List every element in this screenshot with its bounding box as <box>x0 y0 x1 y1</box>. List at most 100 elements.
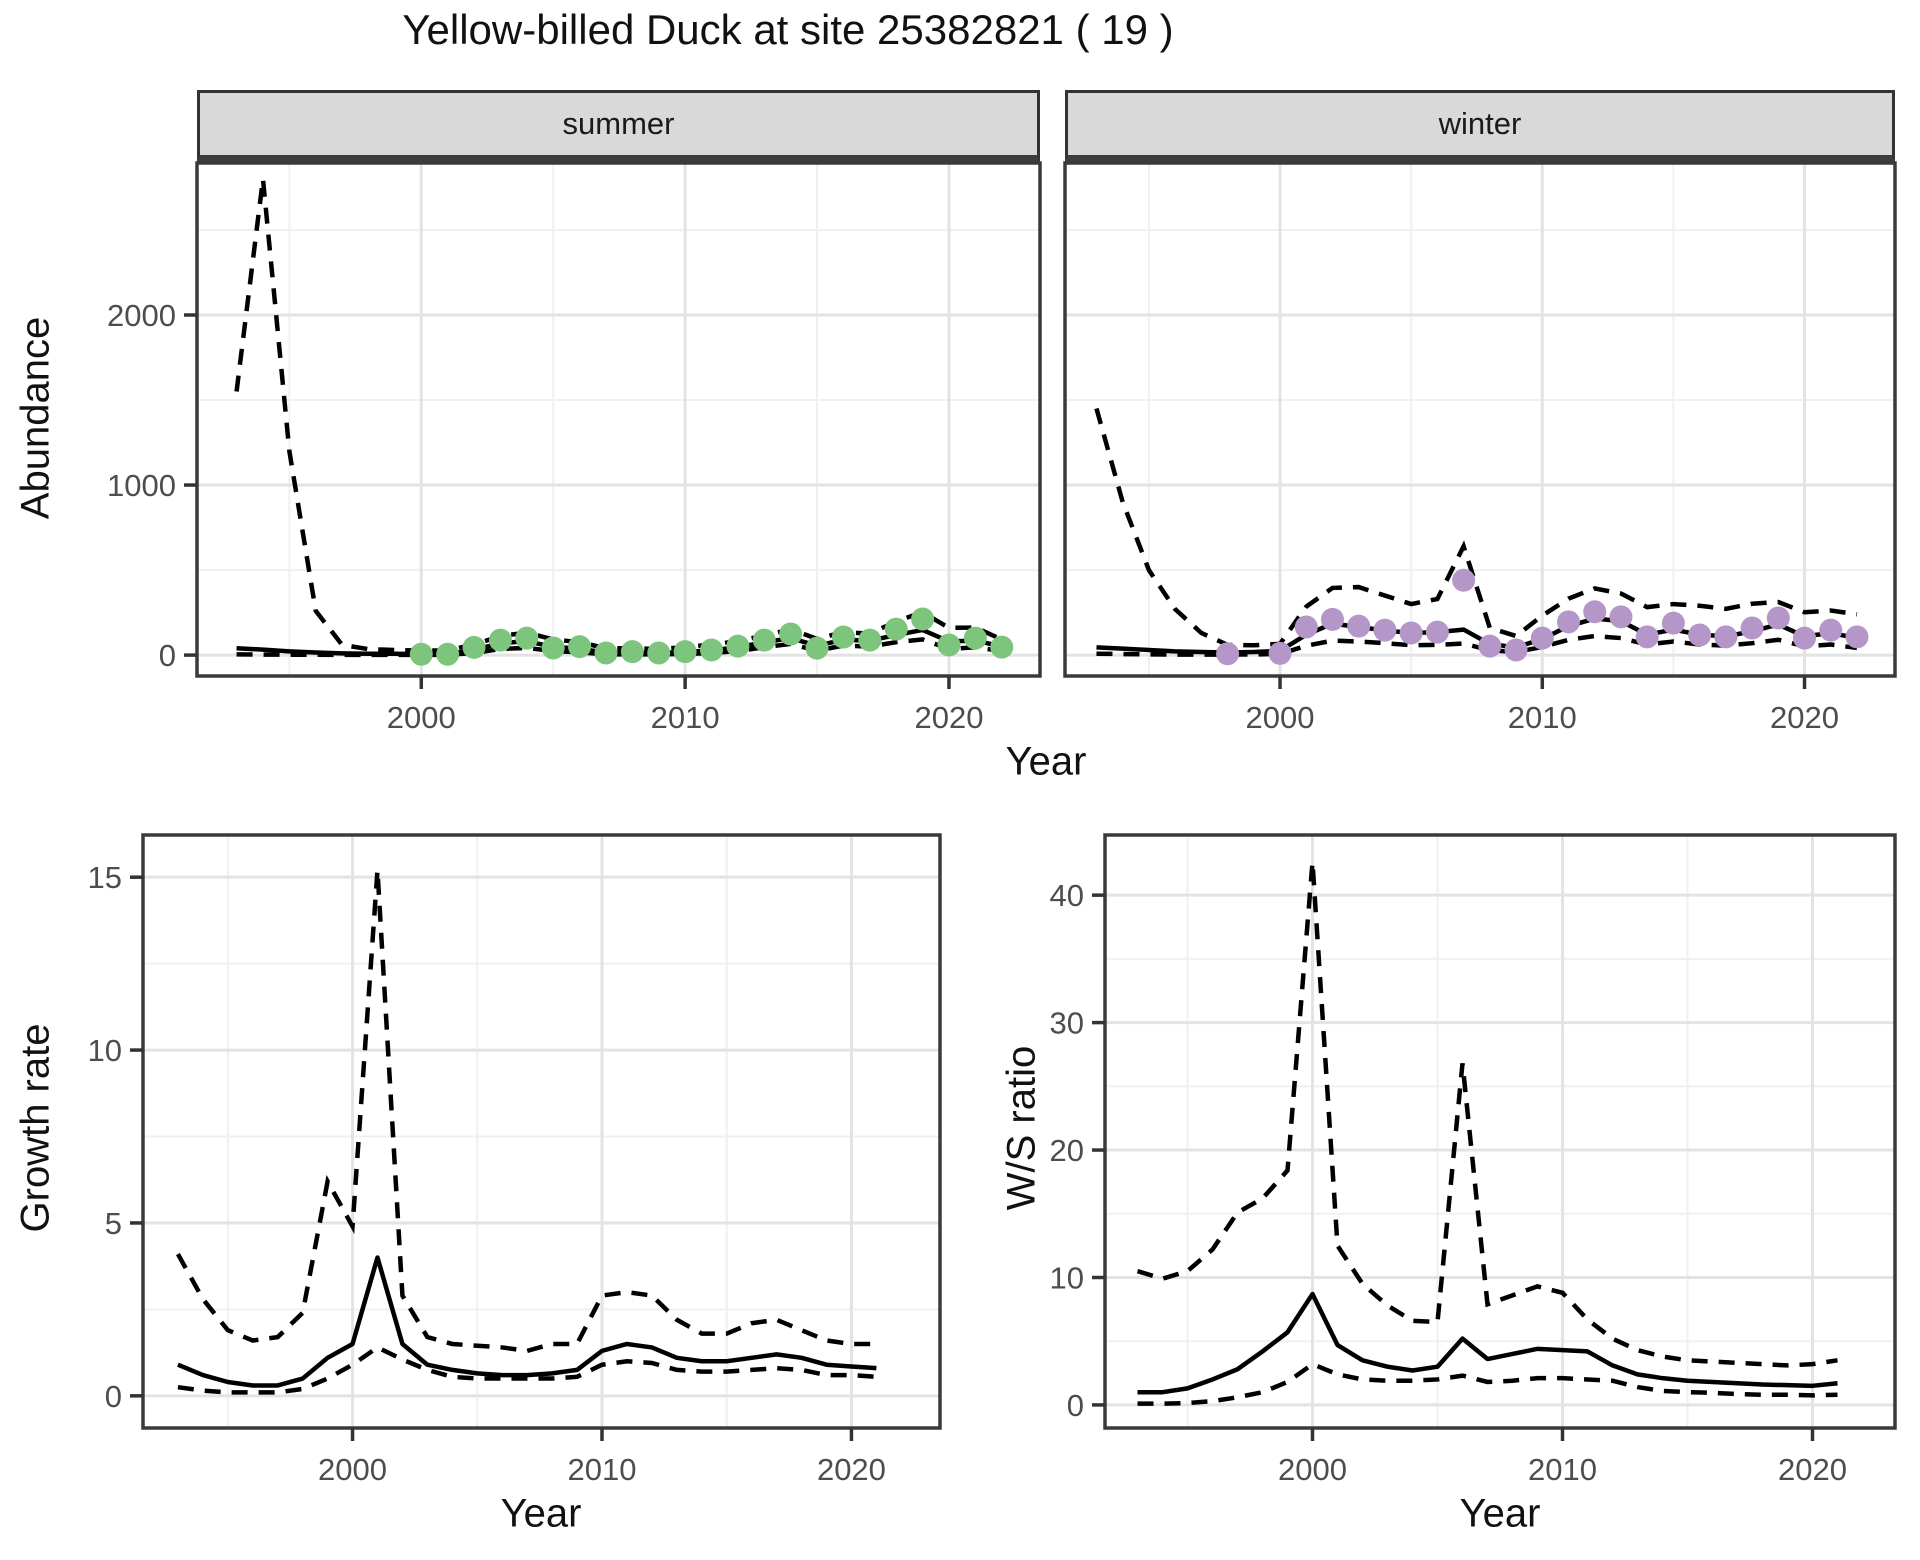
summer-abundance-x-tick-label: 2010 <box>651 700 720 735</box>
winter-abundance-data-point <box>1294 615 1318 639</box>
summer-abundance-series <box>234 178 1014 666</box>
growth-rate-median-line <box>177 1255 877 1388</box>
summer-abundance-data-point <box>568 635 592 659</box>
summer-abundance-y-tick-label: 1000 <box>107 468 176 503</box>
winter-abundance-data-point <box>1793 626 1817 650</box>
winter-abundance-data-point <box>1557 610 1581 634</box>
ws-ratio-y-tick-label: 10 <box>1050 1260 1084 1295</box>
summer-abundance-data-point <box>541 636 565 660</box>
winter-abundance-data-point <box>1268 641 1292 665</box>
summer-abundance-x-tick-label: 2000 <box>387 700 456 735</box>
summer-abundance-data-point <box>779 622 803 646</box>
summer-abundance-panel-border <box>195 161 1042 678</box>
winter-abundance-data-point <box>1740 616 1764 640</box>
ws-ratio-series <box>1136 861 1838 1406</box>
winter-abundance-data-point <box>1635 625 1659 649</box>
winter-abundance-data-point <box>1609 605 1633 629</box>
ws-ratio-y-tick-label: 40 <box>1050 878 1084 913</box>
ws-ratio-upper-ci-line <box>1136 861 1838 1368</box>
ws-ratio-median-line <box>1137 1291 1838 1395</box>
ws-ratio-lower-ci-line <box>1137 1361 1838 1406</box>
ws-ratio-x-tick-label: 2000 <box>1278 1452 1347 1487</box>
summer-abundance-data-point <box>752 628 776 652</box>
ws-ratio-x-tick-label: 2010 <box>1528 1452 1597 1487</box>
growth-rate-x-tick-label: 2020 <box>817 1452 886 1487</box>
summer-abundance-data-point <box>963 626 987 650</box>
facet-strip-winter-label: winter <box>1438 106 1522 141</box>
winter-abundance-panel: 2000 2010 2020 <box>1063 161 1897 735</box>
winter-abundance-data-point <box>1661 611 1685 635</box>
ws-ratio-x-tick-label: 2020 <box>1778 1452 1847 1487</box>
summer-abundance-gridlines <box>197 163 1040 676</box>
growth-rate-panel: 2000 2010 2020 0 5 10 15 <box>88 833 942 1487</box>
growth-rate-y-tick-label: 5 <box>105 1206 122 1241</box>
winter-abundance-data-point <box>1530 626 1554 650</box>
summer-abundance-data-point <box>726 634 750 658</box>
winter-abundance-data-point <box>1216 642 1240 666</box>
winter-abundance-data-point <box>1347 614 1371 638</box>
ws-ratio-gridlines <box>1105 835 1895 1428</box>
winter-abundance-data-point <box>1452 568 1476 592</box>
summer-abundance-data-point <box>911 607 935 631</box>
winter-abundance-data-point <box>1714 625 1738 649</box>
summer-abundance-data-point <box>488 628 512 652</box>
summer-abundance-data-point <box>620 640 644 664</box>
summer-abundance-data-point <box>647 641 671 665</box>
facet-strip-summer-label: summer <box>562 106 675 141</box>
winter-abundance-gridlines <box>1065 163 1895 676</box>
summer-abundance-axis-ticks: 2000 2010 2020 0 1000 2000 <box>107 298 983 735</box>
summer-abundance-data-point <box>462 635 486 659</box>
winter-abundance-data-point <box>1504 638 1528 662</box>
winter-abundance-panel-border <box>1063 161 1897 678</box>
growth-rate-y-tick-label: 10 <box>88 1033 122 1068</box>
growth-rate-series <box>175 870 877 1395</box>
top-year-x-axis-label: Year <box>1005 739 1087 784</box>
winter-abundance-data-point <box>1373 618 1397 642</box>
summer-abundance-data-point <box>700 638 724 662</box>
summer-abundance-data-point <box>409 642 433 666</box>
growth-rate-y-tick-label: 0 <box>105 1379 122 1414</box>
growth-rate-upper-ci-line <box>175 870 877 1354</box>
winter-abundance-series <box>1094 407 1869 666</box>
summer-abundance-y-tick-label: 0 <box>159 638 176 673</box>
summer-abundance-data-point <box>594 641 618 665</box>
summer-abundance-x-tick-label: 2020 <box>914 700 983 735</box>
facet-strip-winter: winter <box>1065 90 1895 162</box>
summer-abundance-data-point <box>884 617 908 641</box>
ws-ratio-y-tick-label: 30 <box>1050 1006 1084 1041</box>
summer-abundance-panel: 2000 2010 2020 0 1000 2000 <box>107 161 1042 735</box>
winter-abundance-upper-ci-line <box>1094 407 1858 648</box>
growth-rate-lower-ci-line <box>177 1344 877 1395</box>
winter-abundance-data-point <box>1399 621 1423 645</box>
winter-abundance-data-point <box>1583 600 1607 624</box>
growth-rate-x-tick-label: 2010 <box>568 1452 637 1487</box>
winter-abundance-data-point <box>1766 606 1790 630</box>
summer-abundance-data-point <box>805 636 829 660</box>
growth-rate-panel-border <box>141 833 942 1430</box>
summer-abundance-data-point <box>831 625 855 649</box>
winter-abundance-data-point <box>1845 625 1869 649</box>
growth-rate-panel-background <box>143 835 940 1428</box>
summer-abundance-data-point <box>990 635 1014 659</box>
growth-rate-x-axis-label: Year <box>500 1491 582 1536</box>
growth-rate-x-tick-label: 2000 <box>318 1452 387 1487</box>
summer-abundance-data-point <box>436 642 460 666</box>
winter-abundance-x-tick-label: 2020 <box>1770 700 1839 735</box>
ws-ratio-panel: 2000 2010 2020 0 10 20 30 40 <box>1050 833 1897 1487</box>
growth-rate-axis-ticks: 2000 2010 2020 0 5 10 15 <box>88 860 886 1487</box>
summer-abundance-y-tick-label: 2000 <box>107 298 176 333</box>
ws-ratio-panel-background <box>1105 835 1895 1428</box>
winter-abundance-data-point <box>1688 623 1712 647</box>
winter-abundance-x-tick-label: 2000 <box>1246 700 1315 735</box>
winter-abundance-data-point <box>1425 620 1449 644</box>
summer-abundance-data-point <box>937 633 961 657</box>
ws-ratio-panel-border <box>1103 833 1897 1430</box>
winter-abundance-data-point <box>1478 634 1502 658</box>
summer-abundance-upper-ci-line <box>234 178 1003 653</box>
ws-ratio-axis-ticks: 2000 2010 2020 0 10 20 30 40 <box>1050 878 1847 1487</box>
summer-abundance-data-point <box>858 628 882 652</box>
winter-abundance-data-point <box>1819 618 1843 642</box>
summer-abundance-panel-background <box>197 163 1040 676</box>
winter-abundance-data-point <box>1320 607 1344 631</box>
